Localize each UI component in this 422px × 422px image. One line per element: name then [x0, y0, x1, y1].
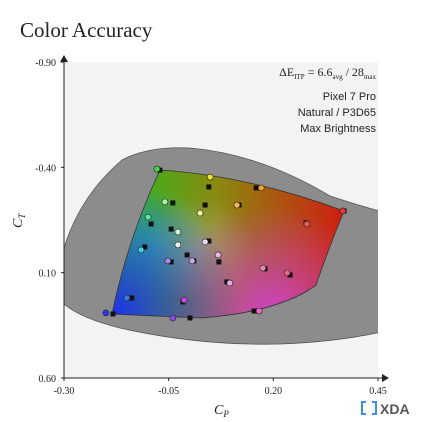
brand-text: XDA [380, 401, 410, 417]
measured-point [144, 213, 152, 221]
x-tick-label: 0.20 [265, 386, 283, 397]
gamut-area [64, 147, 378, 345]
target-point [142, 244, 148, 250]
target-point [187, 315, 193, 321]
annotation-max-sub: max [364, 73, 377, 81]
target-point [251, 308, 257, 314]
measured-point [102, 309, 110, 317]
target-point [253, 185, 259, 191]
measured-point [201, 238, 209, 246]
measured-point [206, 173, 214, 181]
measured-point [169, 314, 177, 322]
measured-point [137, 246, 145, 254]
measured-point [303, 220, 311, 228]
y-tick-label: 0.10 [39, 269, 57, 280]
measured-point [164, 257, 172, 265]
x-tick-label: -0.05 [158, 386, 179, 397]
y-tick-label: -0.40 [35, 163, 56, 174]
measured-point [214, 251, 222, 259]
y-tick-label: 0.60 [39, 374, 57, 385]
measured-point [196, 209, 204, 217]
y-axis-arrow [60, 55, 68, 62]
measured-point [259, 264, 267, 272]
annotation-lead: ΔE [279, 65, 294, 79]
note: Natural / P3D65 [298, 107, 376, 119]
target-point [148, 221, 154, 227]
measured-point [339, 207, 347, 215]
points [102, 165, 347, 322]
annotation-avg-sub: avg [332, 73, 343, 81]
measured-point [180, 296, 188, 304]
delta-e-annotation: ΔEITP = 6.6avg / 28max [279, 65, 376, 81]
brand-logo: XDA [361, 401, 410, 417]
target-point [168, 226, 174, 232]
measured-point [257, 184, 265, 192]
y-axis-label: CT [11, 213, 27, 228]
note: Pixel 7 Pro [323, 91, 376, 103]
target-point [216, 259, 222, 265]
x-label-main: C [214, 403, 224, 418]
measured-point [174, 228, 182, 236]
target-point [168, 259, 174, 265]
y-tick-label: -0.90 [35, 58, 56, 69]
x-axis-label: CP [214, 403, 229, 419]
measured-point [233, 201, 241, 209]
annotation-lead-sub: ITP [294, 73, 305, 81]
target-point [110, 311, 116, 317]
display-gamut-outline [111, 169, 345, 319]
x-tick-label: 0.45 [369, 386, 387, 397]
annotation-avg: = 6.6 [305, 65, 333, 79]
measured-point [161, 198, 169, 206]
measured-point [226, 279, 234, 287]
target-point [202, 202, 208, 208]
target-point [170, 200, 176, 206]
annotation-max: / 28 [343, 65, 364, 79]
measured-point [153, 165, 161, 173]
target-point [287, 272, 293, 278]
target-point [206, 184, 212, 190]
target-point [184, 252, 190, 258]
measured-point [255, 307, 263, 315]
note: Max Brightness [300, 123, 376, 135]
target-point [206, 238, 212, 244]
measured-point [188, 257, 196, 265]
y-label-main: C [11, 218, 26, 228]
measured-point [123, 294, 131, 302]
x-label-sub: P [222, 409, 229, 419]
x-tick-label: -0.30 [54, 386, 75, 397]
x-axis-arrow [382, 374, 389, 382]
target-point [129, 295, 135, 301]
measured-point [174, 241, 182, 249]
y-label-sub: T [17, 213, 27, 219]
measured-point [283, 269, 291, 277]
chart-title: Color Accuracy [20, 18, 153, 42]
